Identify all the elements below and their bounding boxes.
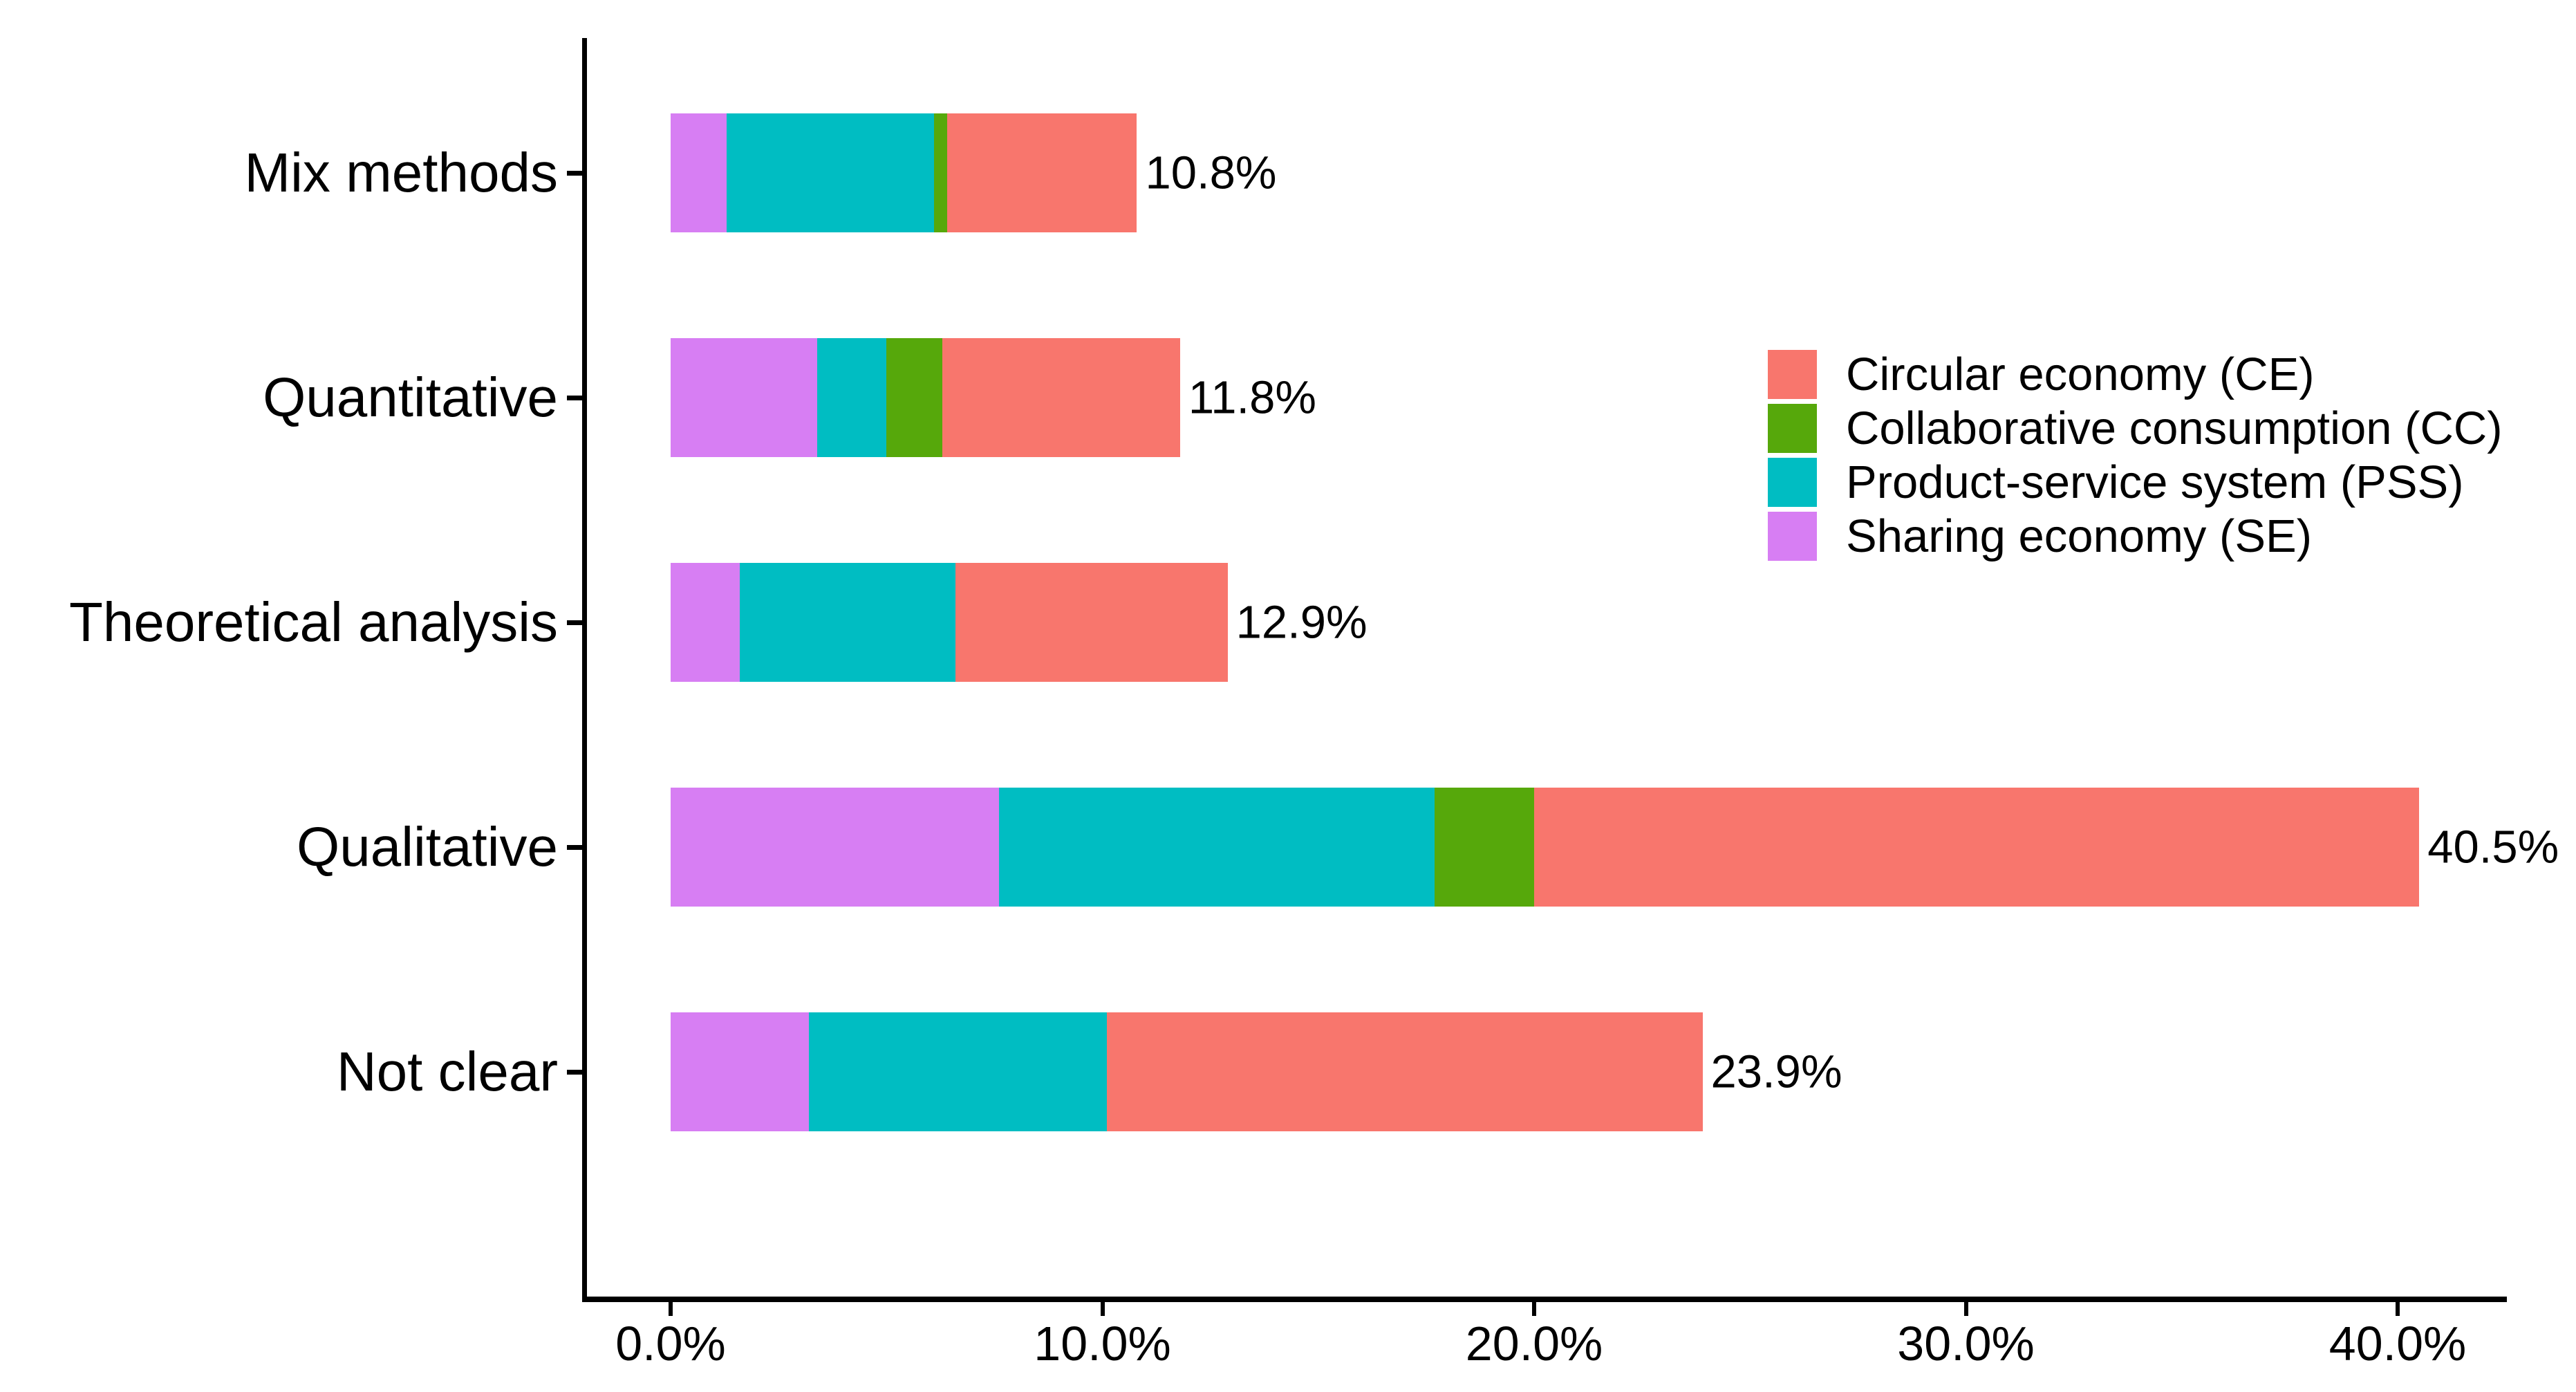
x-axis-tick-label: 30.0% [1897, 1317, 2035, 1371]
bar-total-label: 10.8% [1145, 147, 1277, 199]
category-label: Mix methods [244, 142, 558, 203]
x-axis-tick [1963, 1302, 1968, 1316]
bar-total-label: 11.8% [1188, 371, 1316, 424]
legend-label: Circular economy (CE) [1846, 349, 2315, 400]
bar-segment-se [671, 338, 818, 457]
y-axis-tick [567, 844, 582, 850]
bar-segment-pss [727, 113, 934, 232]
x-axis-tick [1532, 1302, 1536, 1316]
bar-segment-se [671, 1012, 809, 1131]
stacked-bar [671, 338, 1180, 457]
bar-segment-se [671, 788, 999, 907]
legend-swatch-icon [1768, 350, 1817, 399]
bar-segment-pss [998, 788, 1435, 907]
bar-segment-se [671, 563, 740, 682]
legend-entry: Product-service system (PSS) [1768, 458, 2503, 507]
x-axis-tick-label: 20.0% [1465, 1317, 1603, 1371]
legend-swatch-icon [1768, 404, 1817, 453]
legend-entry: Sharing economy (SE) [1768, 512, 2503, 561]
bar-segment-se [671, 113, 727, 232]
legend-swatch-icon [1768, 512, 1817, 561]
y-axis-tick [567, 1069, 582, 1075]
bar-segment-cc [1435, 788, 1534, 907]
legend-swatch-icon [1768, 458, 1817, 507]
stacked-bar [671, 563, 1228, 682]
stacked-bar [671, 788, 2420, 907]
legend-entry: Collaborative consumption (CC) [1768, 404, 2503, 453]
bar-segment-pss [808, 1012, 1107, 1131]
y-axis-tick [567, 620, 582, 625]
stacked-bar [671, 113, 1137, 232]
bar-total-label: 23.9% [1710, 1046, 1842, 1098]
x-axis-tick-label: 40.0% [2328, 1317, 2467, 1371]
bar-segment-cc [933, 113, 947, 232]
legend-label: Product-service system (PSS) [1846, 456, 2464, 508]
x-axis-tick [1100, 1302, 1105, 1316]
stacked-bar [671, 1012, 1703, 1131]
category-label: Theoretical analysis [69, 591, 558, 653]
bar-segment-pss [817, 338, 887, 457]
bar-total-label: 12.9% [1235, 596, 1368, 649]
bar-segment-ce [1106, 1012, 1703, 1131]
bar-segment-ce [942, 338, 1180, 457]
legend-label: Collaborative consumption (CC) [1846, 402, 2503, 454]
x-axis-tick-label: 10.0% [1034, 1317, 1171, 1371]
y-axis-tick [567, 170, 582, 176]
legend-label: Sharing economy (SE) [1846, 510, 2313, 562]
x-axis-tick-label: 0.0% [615, 1317, 726, 1371]
x-axis-tick [2396, 1302, 2400, 1316]
x-axis-tick [669, 1302, 673, 1316]
bar-segment-cc [886, 338, 943, 457]
category-label: Not clear [336, 1041, 558, 1102]
category-label: Quantitative [263, 366, 558, 428]
legend: Circular economy (CE) Collaborative consu… [1768, 350, 2503, 561]
category-label: Qualitative [297, 816, 558, 878]
bar-segment-ce [1533, 788, 2420, 907]
y-axis-line [582, 38, 587, 1302]
legend-entry: Circular economy (CE) [1768, 350, 2503, 399]
bar-segment-pss [739, 563, 956, 682]
y-axis-tick [567, 395, 582, 400]
bar-segment-ce [946, 113, 1137, 232]
x-axis-line [582, 1297, 2507, 1302]
bar-segment-ce [955, 563, 1228, 682]
bar-total-label: 40.5% [2427, 821, 2559, 873]
